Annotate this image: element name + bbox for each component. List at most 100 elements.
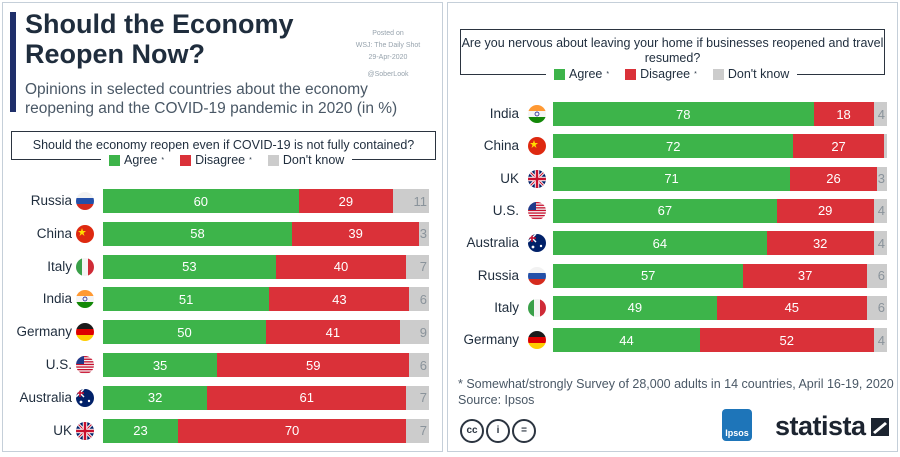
bar-row: 64 32 4 [553, 231, 887, 256]
posted-note: Posted on WSJ: The Daily Shot 29-Apr-202… [353, 28, 423, 81]
uk-flag-icon [76, 421, 94, 440]
australia-flag-icon [528, 234, 546, 253]
bar-row: 67 29 4 [553, 198, 887, 223]
category-label: India [489, 106, 519, 121]
bar-segment-disagree: 29 [298, 189, 394, 213]
bar-segment-dont-know: 9 [399, 320, 429, 345]
us-flag-icon [528, 201, 546, 220]
bar-row: 72 27 [553, 134, 887, 159]
category-label: Russia [477, 267, 519, 283]
disagree-swatch [625, 68, 637, 80]
bar-segment-dont-know: 4 [873, 231, 887, 256]
bar-row: 78 18 4 [553, 102, 887, 126]
category-label: UK [500, 170, 519, 186]
bar-row: 49 45 6 [553, 295, 887, 320]
bar-row: 58 39 3 [103, 221, 429, 246]
no-derivatives-icon: = [512, 419, 536, 443]
cc-license-icon: cc [460, 419, 484, 443]
india-flag-icon [76, 290, 94, 309]
bar-segment-disagree: 26 [790, 166, 877, 191]
bar-row: 44 52 4 [553, 328, 887, 353]
legend-disagree: Disagree * [180, 153, 252, 167]
ipsos-logo: Ipsos [722, 409, 752, 441]
left-legend: Agree * Disagree * Don't know [101, 153, 353, 167]
bar-row: 32 61 7 [103, 385, 429, 410]
dont-know-swatch [712, 68, 724, 80]
bar-row: 60 29 11 [103, 189, 429, 213]
germany-flag-icon [528, 331, 546, 350]
footnote: * Somewhat/strongly Survey of 28,000 adu… [458, 376, 894, 408]
bar-segment-dont-know: 7 [406, 418, 429, 443]
bar-segment-agree: 67 [553, 198, 777, 223]
bar-segment-agree: 23 [103, 418, 178, 443]
right-chart-title: Are you nervous about leaving your home … [461, 36, 884, 65]
page-subtitle: Opinions in selected countries about the… [25, 81, 398, 117]
bar-segment-dont-know: 6 [409, 287, 429, 312]
bar-segment-dont-know: 6 [866, 295, 887, 320]
russia-flag-icon [528, 266, 546, 285]
bar-segment-agree: 78 [553, 102, 814, 126]
bar-segment-agree: 50 [103, 320, 266, 345]
legend-disagree: Disagree * [625, 67, 697, 81]
title-accent-bar [10, 12, 16, 112]
italy-flag-icon [76, 257, 94, 276]
category-label: Australia [19, 389, 72, 405]
bar-row: 51 43 6 [103, 287, 429, 312]
statista-mark-icon [871, 418, 889, 436]
bar-segment-agree: 64 [553, 231, 767, 256]
legend-disagree-star: * [694, 70, 697, 78]
bar-segment-disagree: 41 [266, 320, 400, 345]
category-label: Italy [494, 299, 519, 315]
legend-disagree-label: Disagree [640, 67, 691, 81]
china-flag-icon [76, 224, 94, 243]
bar-segment-agree: 35 [103, 353, 218, 377]
category-label: China [483, 138, 519, 154]
agree-swatch [554, 68, 565, 80]
category-label: Australia [466, 235, 519, 251]
page-title: Should the Economy Reopen Now? [25, 9, 294, 69]
right-panel: Are you nervous about leaving your home … [447, 2, 898, 452]
bar-segment-agree: 49 [553, 295, 717, 320]
attribution-icon: i [486, 419, 510, 443]
bar-segment-agree: 32 [103, 385, 208, 410]
bar-segment-disagree: 18 [813, 102, 874, 126]
legend-dont-know: Don't know [267, 153, 345, 167]
bar-row: 50 41 9 [103, 320, 429, 345]
category-label: UK [53, 422, 72, 438]
italy-flag-icon [528, 298, 546, 317]
bar-segment-dont-know: 6 [409, 353, 429, 377]
bar-segment-agree: 60 [103, 189, 299, 213]
uk-flag-icon [528, 169, 546, 188]
china-flag-icon [528, 137, 546, 156]
bar-segment-agree: 72 [553, 134, 794, 159]
posted-note-line3: 29-Apr-2020 [368, 54, 408, 61]
us-flag-icon [76, 356, 94, 374]
bar-segment-disagree: 32 [766, 231, 874, 256]
dont-know-swatch [267, 154, 279, 166]
legend-dont-know-label: Don't know [727, 67, 790, 81]
bar-segment-agree: 57 [553, 263, 744, 288]
bar-segment-disagree: 37 [743, 263, 867, 288]
bar-segment-dont-know: 7 [406, 254, 429, 279]
bar-row: 35 59 6 [103, 353, 429, 377]
legend-agree: Agree * [109, 153, 164, 167]
bar-segment-disagree: 52 [699, 328, 874, 353]
bar-segment-dont-know: 3 [419, 221, 429, 246]
statista-logo: statista [775, 411, 866, 441]
bar-segment-agree: 53 [103, 254, 276, 279]
bar-segment-dont-know: 11 [393, 189, 429, 213]
category-label: China [36, 225, 72, 241]
posted-note-line2: WSJ: The Daily Shot [355, 42, 421, 49]
russia-flag-icon [76, 192, 94, 210]
bar-segment-disagree: 40 [275, 254, 407, 279]
bar-row: 53 40 7 [103, 254, 429, 279]
posted-note-line1: Posted on [372, 30, 404, 37]
bar-segment-disagree: 59 [217, 353, 410, 377]
category-label: Italy [47, 258, 72, 274]
bar-segment-disagree: 43 [269, 287, 410, 312]
legend-dont-know-label: Don't know [282, 153, 345, 167]
legend-dont-know: Don't know [712, 67, 790, 81]
bar-segment-dont-know: 7 [406, 385, 429, 410]
disagree-swatch [180, 154, 192, 166]
